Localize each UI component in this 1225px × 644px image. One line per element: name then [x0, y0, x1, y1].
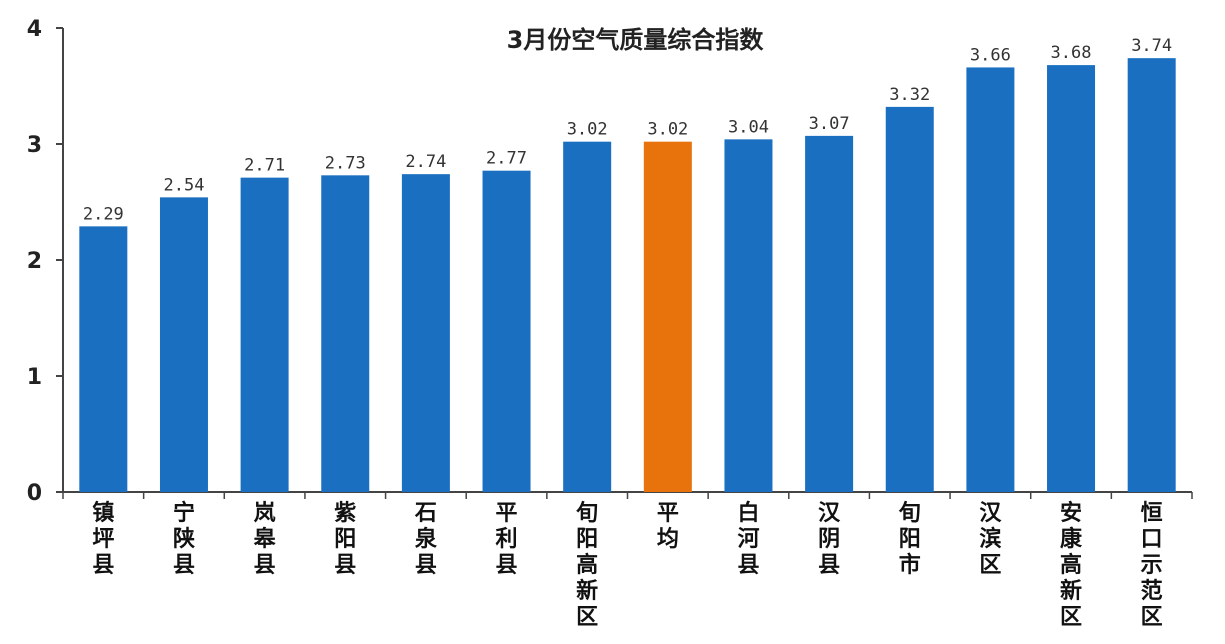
x-tick-label: 紫阳县: [334, 500, 356, 578]
bar: [643, 141, 692, 492]
data-label: 3.02: [647, 120, 688, 140]
x-tick-label: 旬阳市: [898, 500, 921, 578]
x-tick-label: 汉滨区: [979, 501, 1002, 578]
bar: [885, 106, 934, 492]
data-label: 3.74: [1131, 36, 1172, 56]
bar: [482, 170, 531, 492]
bar: [401, 174, 450, 492]
data-label: 3.02: [567, 120, 608, 140]
bars: [79, 58, 1176, 493]
x-tick-label: 平利县: [496, 501, 518, 578]
data-label: 3.04: [728, 117, 769, 137]
x-tick-label: 宁陕县: [173, 500, 195, 578]
x-tick-label: 镇坪县: [92, 501, 114, 578]
data-label: 2.74: [405, 152, 446, 172]
data-label: 2.54: [163, 175, 204, 195]
x-tick-label: 汉阴县: [818, 501, 841, 578]
x-tick-label: 旬阳高新区: [575, 500, 598, 630]
bar: [805, 135, 854, 492]
y-tick-label: 1: [27, 365, 42, 390]
y-axis: 0 1 2 3 4: [27, 17, 64, 506]
bar: [321, 175, 370, 492]
data-label: 2.71: [244, 156, 285, 176]
x-tick-label: 岚皋县: [254, 501, 277, 578]
data-label: 3.66: [970, 45, 1011, 65]
data-label: 2.29: [83, 204, 124, 224]
y-tick-label: 3: [27, 133, 42, 158]
chart-title: 3月份空气质量综合指数: [507, 26, 765, 54]
y-tick-label: 0: [27, 481, 42, 506]
x-tick-label: 白河县: [737, 500, 759, 578]
bar: [1127, 58, 1176, 492]
x-tick-label: 石泉县: [414, 501, 438, 578]
x-tick-label: 恒口示范区: [1141, 500, 1163, 630]
x-tick-label: 平均: [657, 501, 679, 552]
data-label: 3.07: [809, 114, 850, 134]
y-tick-label: 4: [27, 17, 42, 42]
x-tick-label: 安康高新区: [1060, 500, 1083, 630]
bar: [966, 67, 1015, 492]
y-tick-label: 2: [27, 249, 42, 274]
bar: [724, 139, 773, 493]
x-axis: [62, 491, 1193, 499]
bar: [159, 197, 208, 493]
category-labels: 镇坪县 宁陕县 岚皋县 紫阳县 石泉县 平利县 旬阳高新区 平均 白河县 汉阴县 旬阳市 汉滨区 安康高…: [92, 500, 1162, 630]
value-labels: 2.29 2.54 2.71 2.73 2.74 2.77 3.02 3.02 3.04 3.07…: [83, 36, 1172, 224]
bar: [240, 177, 289, 492]
data-label: 3.32: [889, 85, 930, 105]
bar: [563, 141, 612, 492]
bar: [79, 226, 128, 493]
data-label: 3.68: [1051, 43, 1092, 63]
bar: [1047, 65, 1096, 493]
data-label: 2.73: [325, 153, 366, 173]
data-label: 2.77: [486, 149, 527, 169]
